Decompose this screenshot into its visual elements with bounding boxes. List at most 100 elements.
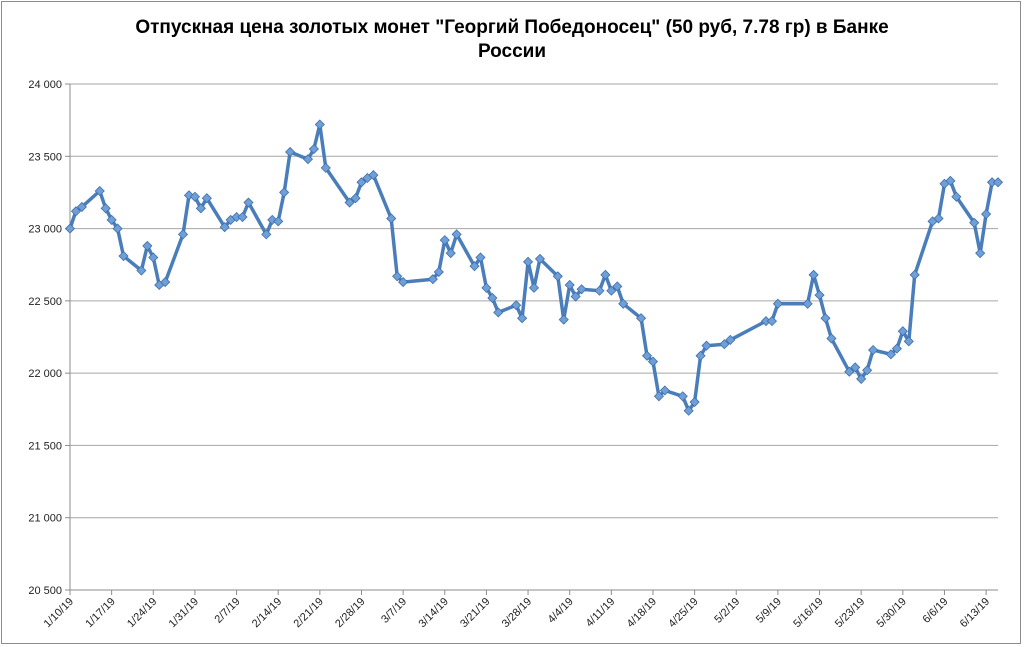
x-tick-label: 3/7/19 (379, 596, 409, 626)
data-point (564, 279, 575, 291)
data-point (612, 281, 623, 292)
data-point (975, 248, 986, 259)
data-point (64, 223, 76, 234)
data-point (695, 350, 706, 361)
x-tick-label: 4/18/19 (625, 596, 659, 630)
data-point (909, 269, 920, 280)
data-point (148, 252, 159, 263)
data-point (511, 300, 522, 311)
data-point (142, 240, 153, 251)
x-tick-label: 2/21/19 (292, 596, 326, 630)
data-point (136, 265, 147, 276)
x-tick-label: 2/28/19 (333, 596, 367, 630)
data-point (725, 334, 736, 345)
x-tick-label: 4/25/19 (666, 596, 700, 630)
data-point (677, 391, 688, 402)
data-point (314, 119, 325, 130)
data-point (856, 373, 867, 384)
data-point (243, 197, 254, 208)
data-point (558, 314, 569, 325)
data-point (600, 269, 611, 280)
data-point (570, 291, 581, 302)
data-point (641, 350, 653, 361)
x-tick-label: 2/14/19 (250, 596, 284, 630)
data-point (308, 143, 319, 155)
x-tick-label: 1/24/19 (125, 596, 159, 630)
y-tick-label: 20 500 (28, 585, 62, 597)
x-tick-label: 4/4/19 (546, 596, 576, 626)
data-point (814, 290, 825, 301)
x-tick-label: 5/30/19 (875, 596, 909, 630)
x-tick-label: 6/13/19 (958, 596, 992, 630)
data-point (201, 193, 212, 204)
y-tick-labels: 20 500 21 000 21 500 22 000 22 500 23 000 23 5… (28, 79, 62, 597)
x-tick-label: 2/7/19 (213, 596, 243, 626)
x-tick-label: 3/14/19 (416, 596, 450, 630)
data-point (802, 298, 813, 309)
x-tick-label: 4/11/19 (584, 596, 618, 630)
data-point (969, 217, 980, 228)
data-point (891, 343, 902, 354)
data-point (850, 362, 861, 373)
data-point (356, 177, 367, 188)
data-point (285, 146, 296, 158)
data-point (94, 185, 105, 197)
data-point (237, 211, 248, 223)
data-point (433, 266, 444, 278)
data-point (112, 223, 123, 234)
data-point (576, 284, 587, 295)
data-point (70, 206, 82, 217)
data-point (766, 316, 778, 327)
axes (65, 83, 998, 595)
data-point (636, 313, 647, 324)
data-point (594, 285, 605, 296)
data-point (350, 193, 361, 204)
data-point (618, 298, 629, 309)
data-point (392, 271, 403, 282)
data-point (808, 269, 819, 280)
data-point (683, 405, 694, 416)
data-point (320, 162, 331, 173)
y-tick-label: 23 500 (28, 151, 62, 163)
data-point (302, 154, 314, 165)
data-point (528, 282, 540, 293)
data-point (606, 285, 617, 296)
data-point (701, 340, 712, 351)
x-tick-label: 3/28/19 (500, 596, 534, 630)
data-point (552, 271, 563, 282)
data-point (933, 213, 944, 224)
data-point (261, 229, 272, 240)
data-point (439, 235, 450, 246)
x-tick-label: 5/23/19 (833, 596, 867, 630)
data-point (451, 229, 462, 240)
data-point (487, 292, 498, 304)
data-point (647, 356, 659, 367)
x-tick-label: 3/21/19 (458, 596, 492, 630)
data-point (772, 298, 783, 309)
data-point (386, 213, 397, 224)
series-markers (64, 119, 1004, 416)
gridlines (70, 83, 998, 591)
data-point (469, 261, 480, 272)
data-point (868, 344, 879, 356)
data-point (445, 248, 456, 259)
data-point (273, 216, 284, 227)
data-point (106, 214, 117, 225)
data-point (279, 187, 290, 198)
data-point (862, 365, 873, 376)
y-tick-label: 23 000 (28, 224, 62, 236)
data-point (844, 366, 855, 377)
data-point (160, 276, 171, 288)
y-tick-label: 21 000 (28, 513, 62, 525)
data-point (689, 396, 700, 408)
data-point (981, 209, 992, 220)
data-point (427, 274, 438, 285)
x-tick-label: 5/16/19 (791, 596, 825, 630)
data-point (475, 252, 486, 263)
data-point (177, 229, 189, 240)
x-tick-label: 6/6/19 (920, 596, 950, 626)
x-tick-label: 5/9/19 (754, 596, 784, 626)
data-point (659, 385, 670, 396)
